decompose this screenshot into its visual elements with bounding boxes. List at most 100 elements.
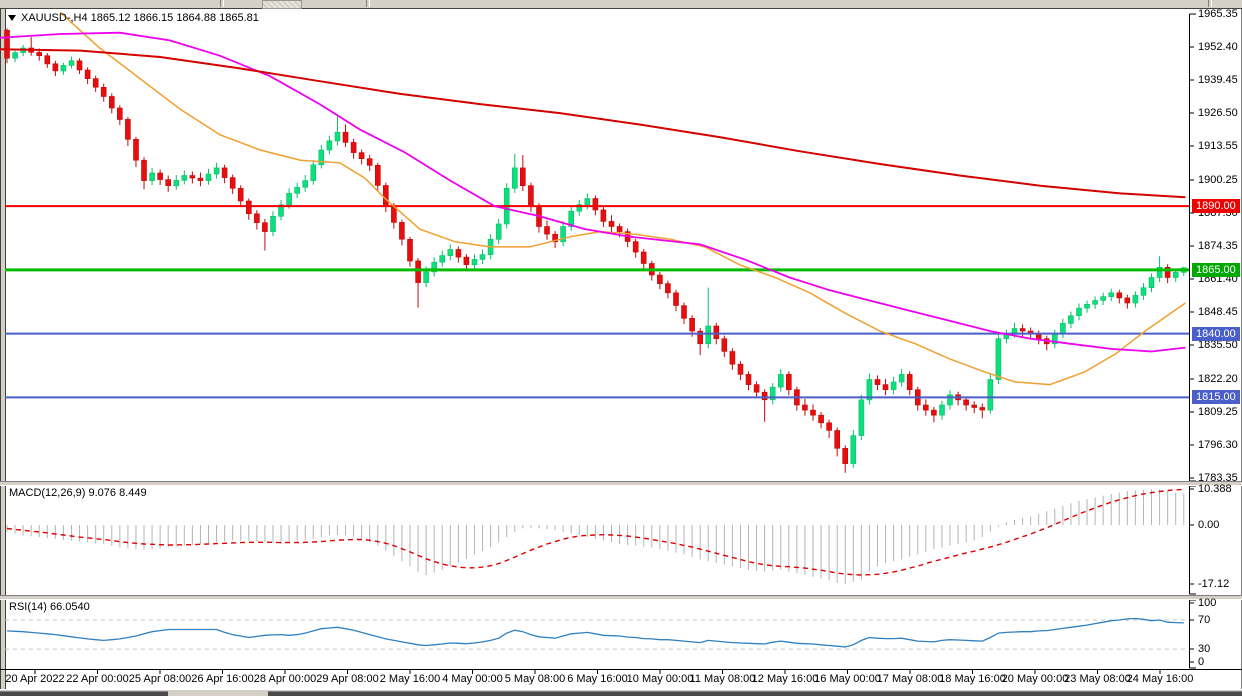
candle-body bbox=[294, 187, 301, 194]
axis-tick-label: 70 bbox=[1198, 614, 1211, 626]
candle-body bbox=[697, 330, 704, 345]
candle-body bbox=[471, 259, 478, 266]
candle-body bbox=[971, 404, 978, 408]
status-bar-segment bbox=[268, 691, 1242, 696]
time-tick-label: 18 May 16:00 bbox=[939, 673, 1006, 685]
candle-body bbox=[1076, 307, 1082, 317]
candle-body bbox=[246, 200, 252, 214]
time-tick-label: 11 May 08:00 bbox=[689, 673, 756, 685]
candle-body bbox=[810, 409, 816, 416]
candle-body bbox=[173, 180, 180, 187]
candle-body bbox=[939, 404, 945, 416]
time-tick-label: 26 Apr 16:00 bbox=[191, 673, 254, 685]
status-bar-remnant bbox=[0, 690, 1242, 696]
axis-tick-label: 1796.30 bbox=[1198, 439, 1238, 451]
chevron-down-icon[interactable] bbox=[8, 15, 16, 21]
rsi-value: 66.0540 bbox=[49, 601, 90, 613]
time-tick-label: 12 May 16:00 bbox=[751, 673, 819, 685]
candle-body bbox=[608, 221, 615, 227]
candle-body bbox=[1100, 296, 1106, 301]
candle-body bbox=[342, 131, 349, 143]
candle-body bbox=[519, 167, 526, 186]
time-tick-label: 25 Apr 08:00 bbox=[128, 673, 192, 685]
candle-body bbox=[777, 374, 784, 388]
candle-body bbox=[1148, 277, 1155, 288]
candle-body bbox=[495, 223, 502, 240]
time-tick-label: 20 May 00:00 bbox=[1001, 673, 1069, 685]
candle-body bbox=[399, 222, 405, 240]
candle-body bbox=[447, 249, 454, 256]
candle-body bbox=[528, 185, 534, 207]
candle-body bbox=[1172, 272, 1179, 278]
macd-rsi-splitter[interactable] bbox=[0, 595, 1242, 600]
time-tick-label: 2 May 16:00 bbox=[379, 673, 441, 685]
axis-tick-label: 1848.45 bbox=[1198, 306, 1238, 318]
time-tick-label: 16 May 00:00 bbox=[814, 673, 881, 685]
candle-body bbox=[1092, 300, 1098, 305]
candle-body bbox=[262, 222, 268, 232]
toolbar-separator bbox=[220, 0, 224, 7]
time-tick-label: 17 May 08:00 bbox=[876, 673, 944, 685]
candle-body bbox=[100, 87, 107, 97]
time-tick-label: 5 May 08:00 bbox=[504, 673, 566, 685]
candle-body bbox=[568, 210, 575, 227]
time-tick-label: 6 May 16:00 bbox=[567, 673, 628, 685]
candle-body bbox=[826, 422, 832, 431]
main-macd-splitter[interactable] bbox=[0, 481, 1242, 486]
candle-body bbox=[423, 271, 429, 283]
price-level-badge: 1865.00 bbox=[1192, 263, 1240, 277]
ma-mid-line bbox=[0, 31, 1186, 353]
candle-body bbox=[213, 167, 220, 175]
axis-tick-label: 1952.40 bbox=[1198, 41, 1238, 53]
candle-body bbox=[463, 256, 470, 266]
candle-body bbox=[560, 226, 566, 243]
candle-body bbox=[834, 430, 841, 449]
candle-body bbox=[374, 165, 381, 186]
candle-body bbox=[302, 180, 309, 188]
candle-body bbox=[326, 140, 333, 151]
candle-body bbox=[802, 404, 808, 411]
candle-body bbox=[92, 78, 99, 88]
ma-slow-line bbox=[0, 48, 1186, 199]
candle-body bbox=[729, 351, 736, 365]
candle-body bbox=[713, 325, 720, 339]
candle-body bbox=[584, 198, 591, 205]
axis-tick-label: 1835.50 bbox=[1198, 339, 1238, 351]
candle-body bbox=[753, 384, 760, 393]
candle-body bbox=[866, 379, 873, 401]
time-tick-label: 29 Apr 08:00 bbox=[316, 673, 379, 685]
candle-body bbox=[705, 325, 712, 345]
candle-body bbox=[36, 52, 43, 57]
candle-body bbox=[721, 338, 728, 352]
candle-body bbox=[52, 63, 59, 72]
ma-fast-line bbox=[59, 11, 1186, 386]
candle-body bbox=[117, 107, 123, 120]
candle-body bbox=[657, 274, 663, 284]
candle-body bbox=[68, 60, 75, 66]
symbol-info[interactable]: XAUUSD-,H4 1865.12 1866.15 1864.88 1865.… bbox=[8, 12, 259, 24]
candle-body bbox=[431, 261, 438, 273]
candle-body bbox=[544, 226, 550, 235]
candle-body bbox=[1156, 266, 1163, 278]
candle-body bbox=[221, 167, 228, 178]
axis-tick-label: 30 bbox=[1198, 643, 1211, 655]
candle-body bbox=[761, 391, 768, 401]
candle-body bbox=[665, 283, 671, 294]
axis-tick-label: 1809.25 bbox=[1198, 406, 1238, 418]
axis-tick-label: 1913.55 bbox=[1198, 140, 1238, 152]
axis-tick-label: 1965.35 bbox=[1198, 8, 1238, 20]
candle-body bbox=[44, 55, 51, 65]
price-level-badge: 1815.00 bbox=[1192, 390, 1240, 404]
candle-body bbox=[197, 177, 204, 181]
candle-body bbox=[737, 363, 744, 375]
candles-group bbox=[4, 28, 1187, 473]
macd-label: MACD(12,26,9) 9.076 8.449 bbox=[9, 487, 147, 499]
time-tick-label: 28 Apr 00:00 bbox=[253, 673, 317, 685]
candle-body bbox=[882, 384, 889, 391]
candle-body bbox=[874, 379, 881, 385]
time-tick-label: 10 May 00:00 bbox=[626, 673, 694, 685]
candle-body bbox=[334, 131, 341, 142]
candle-body bbox=[205, 173, 212, 181]
